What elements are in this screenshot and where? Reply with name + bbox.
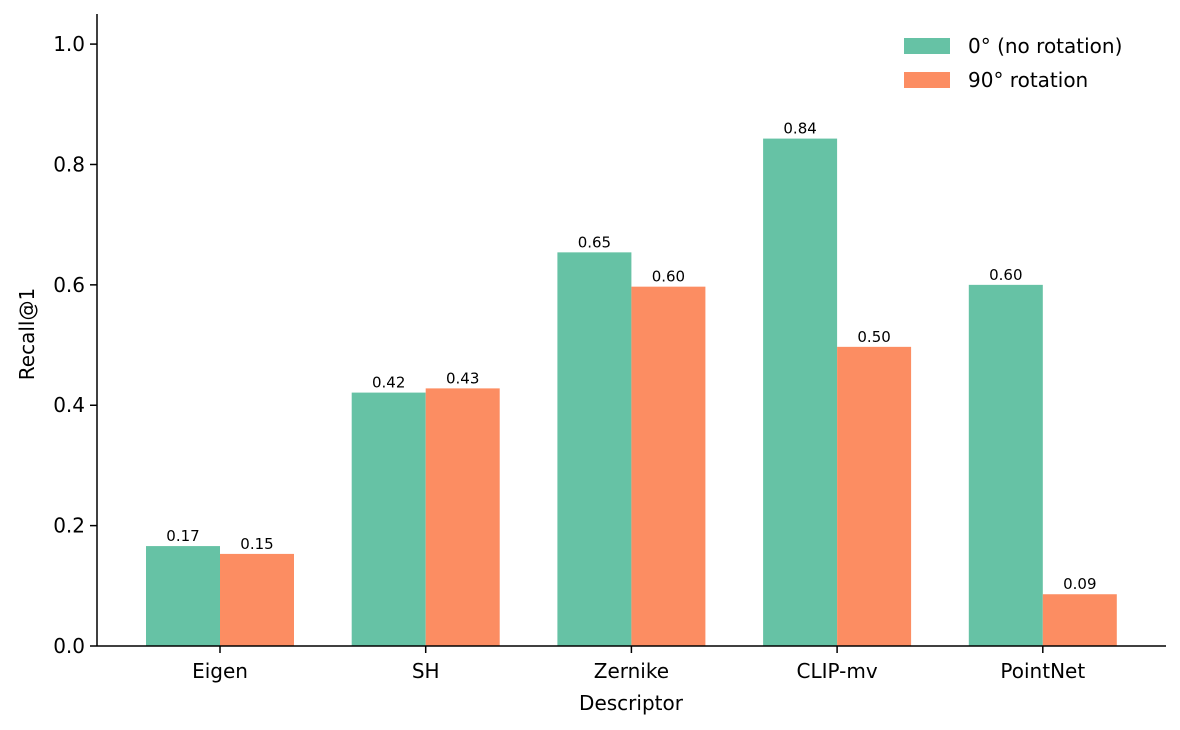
bar-clip-mv-series-1 [763, 138, 838, 646]
data-label: 0.50 [857, 328, 890, 346]
x-axis-title: Descriptor [579, 691, 684, 715]
data-labels-layer: 0.17 0.42 0.65 0.84 0.60 0.15 0.43 0.60 0.50 0.09 [166, 120, 1096, 594]
bars-layer [146, 138, 1117, 646]
bar-zernike-series-1 [557, 252, 632, 646]
y-tick-label: 0.4 [53, 393, 85, 417]
x-tick-label: CLIP-mv [797, 659, 878, 683]
y-tick-label: 0.0 [53, 634, 85, 658]
y-tick-label: 0.2 [53, 514, 85, 538]
x-tick-label: PointNet [1000, 659, 1085, 683]
legend-label-series-1: 0° (no rotation) [968, 34, 1122, 58]
data-label: 0.65 [578, 233, 611, 251]
bar-eigen-series-1 [146, 546, 220, 646]
data-label: 0.42 [372, 374, 405, 392]
y-tick-label: 1.0 [53, 32, 85, 56]
data-label: 0.17 [166, 527, 199, 545]
data-label: 0.60 [652, 268, 685, 286]
legend-swatch-series-1 [904, 38, 950, 54]
bar-pointnet-series-1 [968, 284, 1043, 646]
legend-swatch-series-2 [904, 72, 950, 88]
y-axis-title: Recall@1 [15, 288, 39, 380]
y-axis: 0.0 0.2 0.4 0.6 0.8 1.0 [53, 14, 98, 658]
bar-zernike-series-2 [631, 286, 706, 646]
y-tick-label: 0.8 [53, 152, 85, 176]
x-tick-label: Zernike [594, 659, 669, 683]
data-label: 0.09 [1063, 575, 1096, 593]
legend-label-series-2: 90° rotation [968, 68, 1088, 92]
bar-sh-series-2 [425, 388, 500, 646]
bar-clip-mv-series-2 [837, 346, 912, 646]
x-tick-label: Eigen [192, 659, 248, 683]
data-label: 0.84 [783, 120, 816, 138]
y-tick-label: 0.6 [53, 273, 85, 297]
x-axis: Eigen SH Zernike CLIP-mv PointNet [97, 645, 1166, 683]
bar-eigen-series-2 [220, 553, 294, 646]
legend: 0° (no rotation) 90° rotation [904, 34, 1122, 92]
data-label: 0.43 [446, 369, 479, 387]
bar-sh-series-1 [351, 392, 426, 646]
data-label: 0.60 [989, 266, 1022, 284]
data-label: 0.15 [240, 535, 273, 553]
bar-pointnet-series-2 [1042, 594, 1117, 646]
x-tick-label: SH [412, 659, 440, 683]
